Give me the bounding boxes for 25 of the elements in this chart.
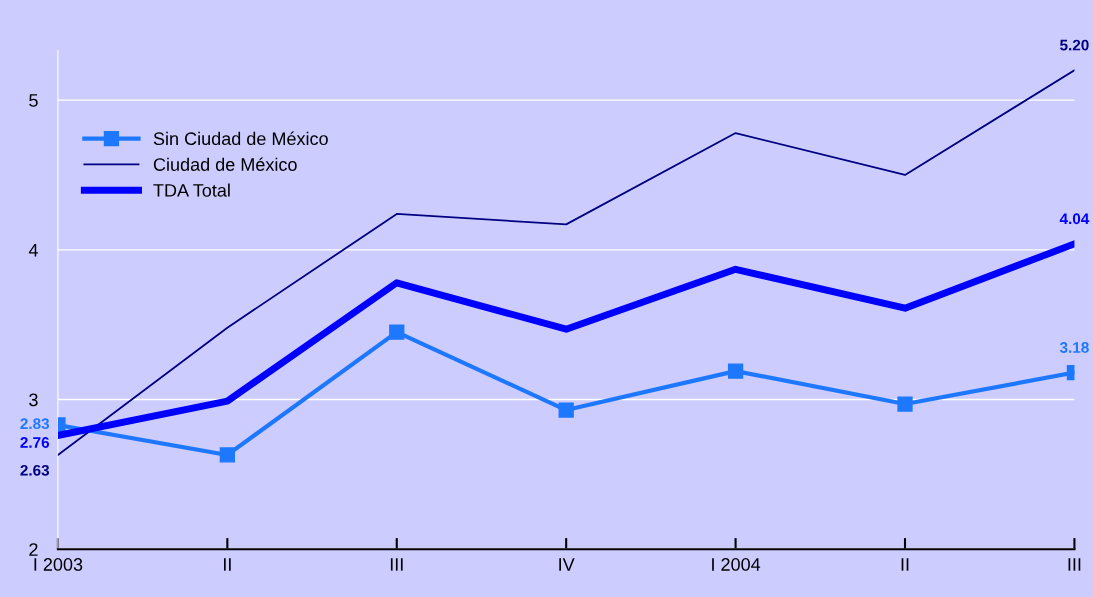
- data-label: 3.18: [1059, 342, 1089, 353]
- point: [727, 363, 744, 379]
- data-label: 2.63: [20, 464, 50, 476]
- data-label: 2.76: [20, 437, 50, 448]
- y-tick-label: 5: [29, 94, 38, 107]
- y-tick-label: 4: [28, 243, 38, 257]
- point: [389, 324, 405, 340]
- point: [897, 396, 913, 412]
- y-tick-label: 2: [29, 543, 38, 556]
- legend-label: Ciudad de México: [153, 157, 297, 171]
- data-label: 4.04: [1059, 213, 1090, 225]
- y-tick-label: 3: [29, 393, 38, 407]
- x-tick-label: III: [390, 558, 403, 571]
- point: [219, 447, 235, 463]
- x-tick-label: IV: [559, 558, 575, 571]
- x-tick-label: I 2004: [712, 558, 761, 571]
- x-tick-label: I 2003: [34, 558, 83, 571]
- x-tick-label: III: [1068, 558, 1081, 571]
- x-tick-label: II: [901, 558, 909, 571]
- legend-label: Sin Ciudad de México: [153, 131, 328, 146]
- data-label: 2.83: [20, 418, 50, 430]
- legend-label: TDA Total: [153, 183, 230, 197]
- data-label: 5.20: [1060, 39, 1089, 51]
- point: [558, 402, 574, 418]
- x-tick-label: II: [224, 558, 231, 571]
